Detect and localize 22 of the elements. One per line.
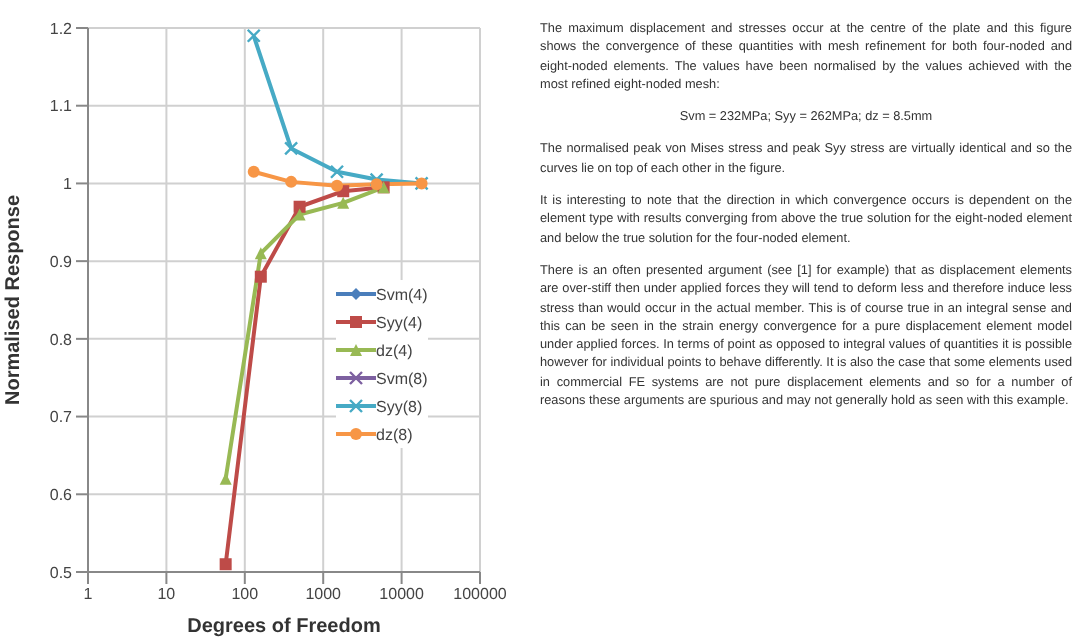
y-tick-label: 1.1 [49,97,74,116]
legend-label: Svm(4) [376,285,428,303]
x-axis-title: Degrees of Freedom [187,616,381,638]
x-tick-label: 1000 [305,585,343,604]
y-tick-label: 0.5 [49,563,74,582]
legend-label: Syy(8) [376,397,423,415]
y-tick-label: 1 [63,175,74,194]
x-tick-label: 10000 [379,585,425,604]
y-tick-label: 0.9 [49,252,74,271]
legend-label: dz(8) [376,425,413,443]
y-tick-label: 0.7 [49,408,74,427]
y-tick-label: 0.6 [49,485,74,504]
x-tick-label: 100000 [453,585,508,604]
x-tick-label: 10 [157,585,177,604]
legend-label: dz(4) [376,341,413,359]
legend-label: Syy(4) [376,313,423,331]
x-tick-label: 100 [231,585,260,604]
x-tick-label: 1 [83,585,94,604]
y-axis-title: Normalised Response [3,194,26,406]
y-tick-label: 0.8 [49,330,74,349]
legend-label: Svm(8) [376,369,428,387]
y-tick-label: 1.2 [49,19,74,38]
